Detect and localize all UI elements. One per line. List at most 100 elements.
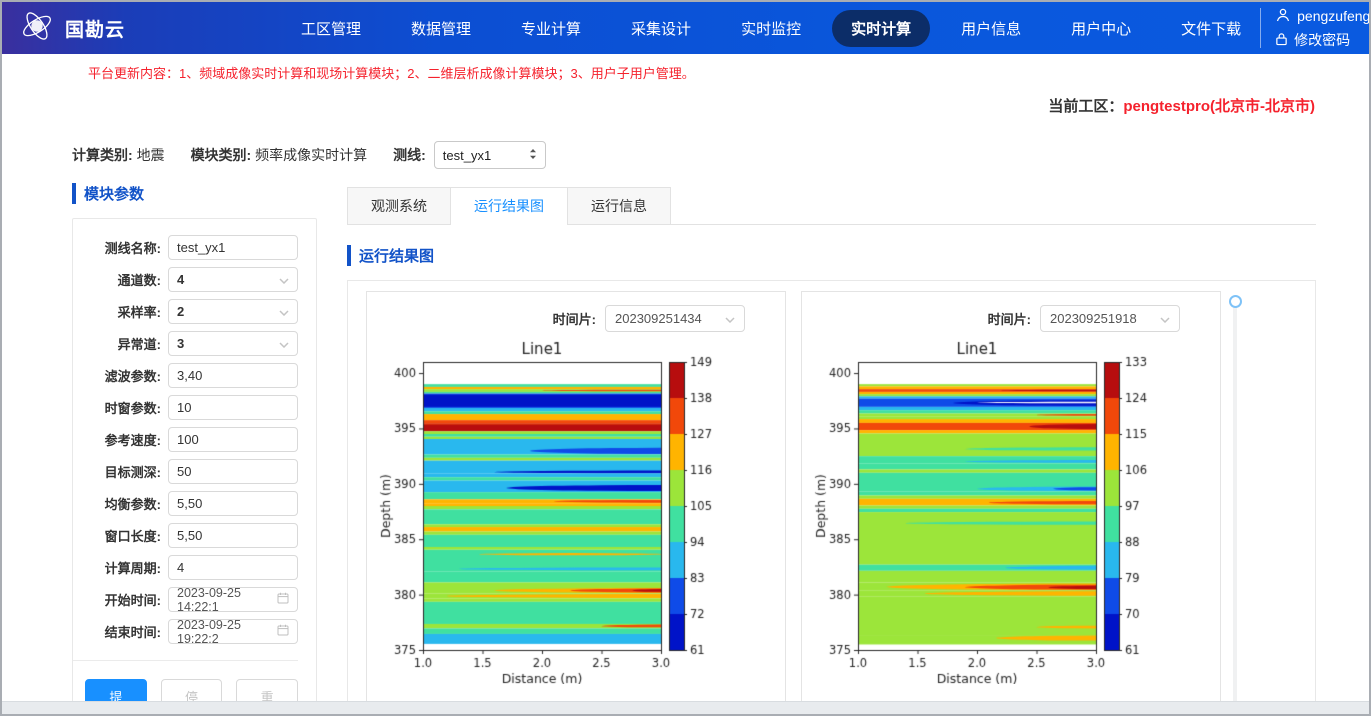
user-menu[interactable]: pengzufeng: [1275, 7, 1370, 26]
line-label: 测线:: [393, 145, 426, 165]
calendar-icon: [277, 624, 289, 639]
module-params-form: 测线名称: 通道数:4 采样率: 2 异常道: 3 滤波参数: 时窗参数: 参考速度: 目标测深:…: [72, 218, 317, 716]
form-row-window-length: 窗口长度:: [81, 523, 298, 548]
form-row-filter-params: 滤波参数:: [81, 363, 298, 388]
time-slice-label: 时间片:: [553, 309, 596, 328]
filter-params-input[interactable]: [168, 363, 298, 388]
time-slice-value-left: 202309251434: [615, 311, 702, 326]
calendar-icon: [277, 592, 289, 607]
time-slice-select-left[interactable]: 202309251434: [605, 305, 745, 332]
field-label-balance-params: 均衡参数:: [81, 494, 161, 513]
calc-category-label: 计算类别:: [72, 147, 133, 163]
field-label-filter-params: 滤波参数:: [81, 366, 161, 385]
vertical-slider-handle[interactable]: [1229, 295, 1242, 308]
start-time-picker[interactable]: 2023-09-25 14:22:1: [168, 587, 298, 612]
calc-category-value: 地震: [137, 147, 165, 163]
form-row-target-depth: 目标测深:: [81, 459, 298, 484]
username: pengzufeng: [1297, 8, 1370, 24]
chevron-down-icon: [1160, 311, 1170, 326]
lock-icon: [1275, 32, 1288, 49]
form-row-start-time: 开始时间:2023-09-25 14:22:1: [81, 587, 298, 612]
vertical-slider-track[interactable]: [1233, 301, 1237, 705]
time-slice-select-right[interactable]: 202309251918: [1040, 305, 1180, 332]
start-time-value: 2023-09-25 14:22:1: [177, 586, 277, 614]
result-card-right: 时间片: 202309251918: [801, 291, 1221, 703]
sample-rate-select[interactable]: 2: [168, 299, 298, 324]
nav-item-data-management[interactable]: 数据管理: [392, 10, 490, 47]
form-row-channel-count: 通道数:4: [81, 267, 298, 292]
form-row-compute-period: 计算周期:: [81, 555, 298, 580]
result-card-left: 时间片: 202309251434: [366, 291, 786, 703]
current-project-label: 当前工区：: [1048, 98, 1123, 115]
nav-item-realtime-monitor[interactable]: 实时监控: [722, 10, 820, 47]
chevron-down-icon: [279, 272, 289, 287]
line-name-input[interactable]: [168, 235, 298, 260]
field-label-abnormal-channel: 异常道:: [81, 334, 161, 353]
field-label-line-name: 测线名称:: [81, 238, 161, 257]
user-icon: [1275, 7, 1291, 26]
nav-item-user-center[interactable]: 用户中心: [1052, 10, 1150, 47]
module-category-value: 频率成像实时计算: [255, 147, 367, 163]
compute-period-input[interactable]: [168, 555, 298, 580]
time-slice-value-right: 202309251918: [1050, 311, 1137, 326]
sample-rate-value: 2: [177, 304, 184, 319]
channel-count-select[interactable]: 4: [168, 267, 298, 292]
results-section-title: 运行结果图: [347, 245, 1316, 266]
field-label-target-depth: 目标测深:: [81, 462, 161, 481]
platform-update-notice: 平台更新内容：1、频域成像实时计算和现场计算模块；2、二维层析成像计算模块；3、…: [2, 54, 1369, 82]
main-column: 观测系统运行结果图运行信息 运行结果图 时间片: 202309251434: [347, 175, 1316, 716]
chevron-down-icon: [279, 336, 289, 351]
form-row-balance-params: 均衡参数:: [81, 491, 298, 516]
current-project: 当前工区：pengtestpro(北京市-北京市): [2, 82, 1369, 116]
nav-item-workspace-management[interactable]: 工区管理: [282, 10, 380, 47]
nav-item-file-download[interactable]: 文件下载: [1162, 10, 1260, 47]
result-heatmap-left: [377, 340, 725, 684]
divider: [1260, 8, 1261, 48]
time-window-params-input[interactable]: [168, 395, 298, 420]
divider: [73, 660, 298, 661]
nav-item-user-info[interactable]: 用户信息: [942, 10, 1040, 47]
line-select[interactable]: test_yx1: [434, 141, 546, 169]
reference-velocity-input[interactable]: [168, 427, 298, 452]
chevron-down-icon: [725, 311, 735, 326]
channel-count-value: 4: [177, 272, 184, 287]
updown-arrows-icon: [529, 148, 537, 163]
nav-item-acquisition-design[interactable]: 采集设计: [612, 10, 710, 47]
balance-params-input[interactable]: [168, 491, 298, 516]
current-project-value: pengtestpro(北京市-北京市): [1123, 98, 1315, 115]
tab-observation-system[interactable]: 观测系统: [347, 187, 451, 224]
end-time-picker[interactable]: 2023-09-25 19:22:2: [168, 619, 298, 644]
field-label-sample-rate: 采样率:: [81, 302, 161, 321]
atom-logo-icon: [18, 7, 56, 50]
chevron-down-icon: [279, 304, 289, 319]
abnormal-channel-value: 3: [177, 336, 184, 351]
tab-result-plot[interactable]: 运行结果图: [450, 187, 568, 224]
nav-item-professional-compute[interactable]: 专业计算: [502, 10, 600, 47]
form-row-reference-velocity: 参考速度:: [81, 427, 298, 452]
main-nav: 工区管理数据管理专业计算采集设计实时监控实时计算用户信息用户中心文件下载: [282, 10, 1260, 47]
window-length-input[interactable]: [168, 523, 298, 548]
form-row-sample-rate: 采样率: 2: [81, 299, 298, 324]
abnormal-channel-select[interactable]: 3: [168, 331, 298, 356]
module-category-label: 模块类别:: [191, 147, 252, 163]
form-row-end-time: 结束时间:2023-09-25 19:22:2: [81, 619, 298, 644]
tab-bar: 观测系统运行结果图运行信息: [347, 187, 1316, 225]
result-heatmap-right: [812, 340, 1160, 684]
form-row-line-name: 测线名称:: [81, 235, 298, 260]
nav-item-realtime-compute[interactable]: 实时计算: [832, 10, 930, 47]
field-label-time-window-params: 时窗参数:: [81, 398, 161, 417]
line-select-value: test_yx1: [443, 148, 491, 163]
filter-bar: 计算类别: 地震 模块类别: 频率成像实时计算 测线: test_yx1: [72, 141, 1369, 169]
field-label-reference-velocity: 参考速度:: [81, 430, 161, 449]
change-password-button[interactable]: 修改密码: [1275, 30, 1350, 50]
module-params-title: 模块参数: [72, 183, 317, 204]
tab-run-info[interactable]: 运行信息: [567, 187, 671, 224]
field-label-compute-period: 计算周期:: [81, 558, 161, 577]
target-depth-input[interactable]: [168, 459, 298, 484]
form-row-time-window-params: 时窗参数:: [81, 395, 298, 420]
brand-logo[interactable]: 国勘云: [2, 7, 220, 50]
footer-bar: [2, 701, 1369, 714]
form-row-abnormal-channel: 异常道: 3: [81, 331, 298, 356]
user-area: pengzufeng 退出登录: [1260, 6, 1371, 50]
field-label-window-length: 窗口长度:: [81, 526, 161, 545]
